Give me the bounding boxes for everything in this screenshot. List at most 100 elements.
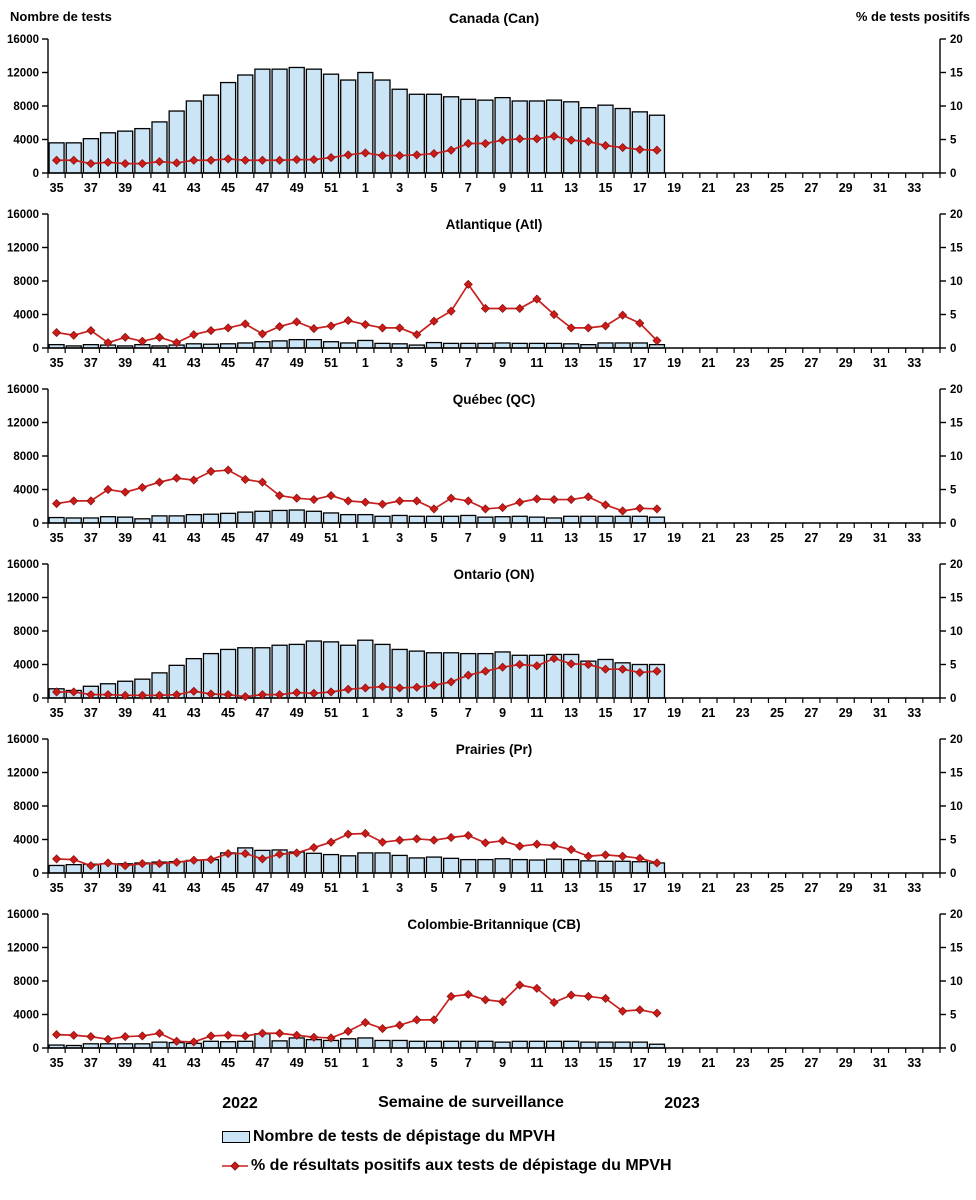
svg-text:39: 39	[118, 531, 132, 545]
chart-title-canada: Canada (Can)	[448, 10, 540, 26]
svg-text:7: 7	[465, 356, 472, 370]
svg-text:25: 25	[770, 531, 784, 545]
svg-text:25: 25	[770, 706, 784, 720]
svg-text:9: 9	[499, 356, 506, 370]
svg-text:45: 45	[221, 881, 235, 895]
svg-text:43: 43	[187, 1056, 201, 1070]
svg-text:16000: 16000	[7, 559, 39, 571]
svg-text:37: 37	[84, 181, 98, 195]
svg-text:8000: 8000	[13, 276, 39, 288]
legend-item-tests: Nombre de tests de dépistage du MPVH	[222, 1128, 672, 1146]
svg-text:49: 49	[290, 531, 304, 545]
svg-text:31: 31	[873, 881, 887, 895]
svg-text:11: 11	[530, 356, 543, 370]
svg-text:31: 31	[873, 1056, 887, 1070]
svg-text:17: 17	[633, 706, 647, 720]
svg-text:8000: 8000	[13, 451, 39, 463]
svg-text:1: 1	[362, 1056, 369, 1070]
svg-text:7: 7	[465, 706, 472, 720]
svg-text:19: 19	[667, 531, 681, 545]
svg-text:47: 47	[255, 706, 269, 720]
svg-text:16000: 16000	[7, 734, 39, 746]
svg-text:20: 20	[950, 909, 963, 921]
svg-text:9: 9	[499, 706, 506, 720]
year-label-2022: 2022	[222, 1095, 258, 1112]
svg-text:39: 39	[118, 1056, 132, 1070]
svg-text:25: 25	[770, 356, 784, 370]
svg-text:45: 45	[221, 706, 235, 720]
svg-text:47: 47	[255, 1056, 269, 1070]
chart-header: Nombre de tests Canada (Can) % de tests …	[0, 0, 976, 34]
svg-text:1: 1	[362, 881, 369, 895]
svg-text:33: 33	[907, 881, 921, 895]
svg-text:15: 15	[950, 768, 963, 780]
svg-text:49: 49	[290, 1056, 304, 1070]
svg-text:4000: 4000	[13, 485, 39, 497]
svg-text:4000: 4000	[13, 135, 39, 147]
svg-text:15: 15	[950, 418, 963, 430]
svg-text:12000: 12000	[7, 943, 39, 955]
right-axis-title: % de tests positifs	[855, 9, 970, 24]
svg-text:43: 43	[187, 881, 201, 895]
legend-item-positivity: % de résultats positifs aux tests de dép…	[222, 1157, 672, 1175]
svg-text:9: 9	[499, 181, 506, 195]
svg-text:20: 20	[950, 559, 963, 571]
svg-text:21: 21	[701, 706, 715, 720]
svg-text:0: 0	[950, 518, 956, 530]
svg-text:13: 13	[564, 706, 578, 720]
svg-text:33: 33	[907, 1056, 921, 1070]
svg-text:23: 23	[736, 1056, 750, 1070]
svg-text:9: 9	[499, 1056, 506, 1070]
svg-text:20: 20	[950, 209, 963, 221]
svg-text:45: 45	[221, 1056, 235, 1070]
svg-text:15: 15	[950, 243, 963, 255]
svg-text:31: 31	[873, 181, 887, 195]
svg-text:8000: 8000	[13, 101, 39, 113]
svg-text:1: 1	[362, 181, 369, 195]
chart-footer: 2022 Semaine de surveillance 2023 Nombre…	[0, 1084, 976, 1200]
svg-text:35: 35	[50, 181, 64, 195]
svg-text:25: 25	[770, 1056, 784, 1070]
svg-text:47: 47	[255, 356, 269, 370]
svg-text:39: 39	[118, 356, 132, 370]
bar-swatch-icon	[222, 1131, 250, 1143]
svg-text:13: 13	[564, 881, 578, 895]
legend-label-positivity: % de résultats positifs aux tests de dép…	[251, 1157, 672, 1174]
svg-text:51: 51	[324, 531, 338, 545]
svg-text:17: 17	[633, 531, 647, 545]
svg-text:19: 19	[667, 181, 681, 195]
svg-text:41: 41	[153, 1056, 167, 1070]
svg-text:31: 31	[873, 706, 887, 720]
svg-text:5: 5	[950, 835, 957, 847]
svg-text:41: 41	[153, 181, 167, 195]
svg-text:15: 15	[599, 1056, 613, 1070]
svg-text:16000: 16000	[7, 209, 39, 221]
svg-text:11: 11	[530, 531, 543, 545]
x-axis-title: Semaine de surveillance	[378, 1094, 564, 1111]
svg-text:21: 21	[701, 881, 715, 895]
svg-text:17: 17	[633, 1056, 647, 1070]
line-marker-icon	[222, 1161, 248, 1171]
svg-text:15: 15	[599, 706, 613, 720]
svg-text:27: 27	[804, 356, 818, 370]
svg-text:15: 15	[950, 68, 963, 80]
svg-text:17: 17	[633, 356, 647, 370]
svg-text:0: 0	[33, 343, 39, 355]
svg-text:15: 15	[950, 943, 963, 955]
svg-text:Colombie-Britannique (CB): Colombie-Britannique (CB)	[407, 917, 580, 932]
svg-text:0: 0	[950, 343, 956, 355]
svg-text:1: 1	[362, 706, 369, 720]
svg-text:41: 41	[153, 531, 167, 545]
svg-text:8000: 8000	[13, 626, 39, 638]
svg-text:3: 3	[396, 881, 403, 895]
svg-text:21: 21	[701, 1056, 715, 1070]
svg-text:10: 10	[950, 626, 963, 638]
svg-text:10: 10	[950, 276, 963, 288]
svg-text:21: 21	[701, 356, 715, 370]
svg-text:23: 23	[736, 181, 750, 195]
svg-text:13: 13	[564, 356, 578, 370]
left-axis-title: Nombre de tests	[10, 9, 112, 24]
svg-text:27: 27	[804, 706, 818, 720]
